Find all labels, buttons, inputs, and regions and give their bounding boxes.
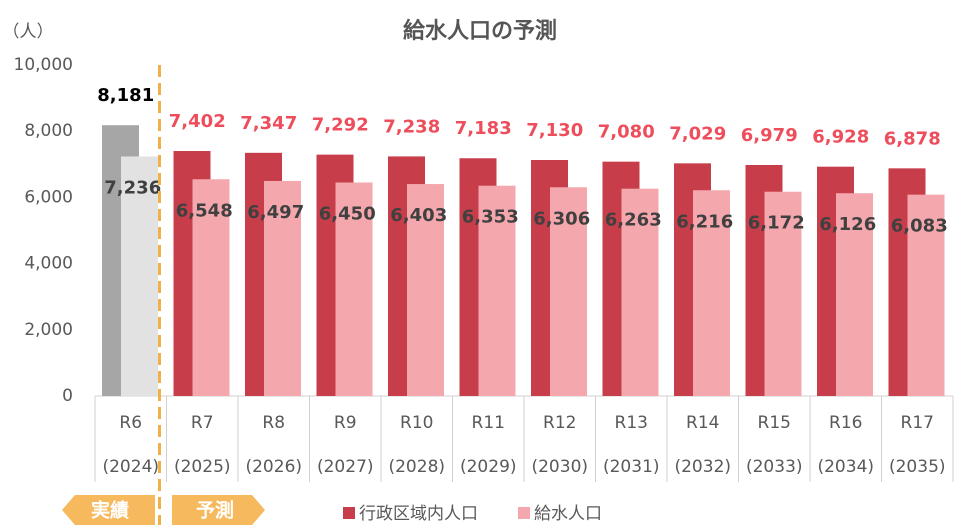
bar xyxy=(478,185,516,396)
bar xyxy=(836,193,873,396)
x-tick-label: R15 xyxy=(758,413,791,433)
value-label: 6,083 xyxy=(891,216,948,237)
forecast-tag-shape xyxy=(172,495,265,525)
unit-label: （人） xyxy=(3,22,54,42)
x-tick-year: (2033) xyxy=(746,457,803,477)
value-label: 6,403 xyxy=(390,205,447,226)
value-label: 6,878 xyxy=(884,128,941,149)
value-label: 6,450 xyxy=(319,204,376,225)
value-label: 7,029 xyxy=(669,123,726,144)
x-tick-year: (2027) xyxy=(317,457,374,477)
y-tick-label: 6,000 xyxy=(24,187,73,207)
x-tick-label: R16 xyxy=(829,413,862,433)
x-tick-label: R9 xyxy=(334,413,357,433)
legend-label: 給水人口 xyxy=(534,504,602,524)
x-tick-year: (2028) xyxy=(388,457,445,477)
y-tick-label: 8,000 xyxy=(24,121,73,141)
x-tick-year: (2024) xyxy=(102,457,159,477)
x-tick-year: (2030) xyxy=(531,457,588,477)
legend-swatch xyxy=(343,507,355,519)
bar xyxy=(264,180,301,396)
x-tick-label: R13 xyxy=(615,413,648,433)
value-label: 6,979 xyxy=(741,125,798,146)
x-tick-year: (2032) xyxy=(674,457,731,477)
value-label: 7,402 xyxy=(169,111,226,132)
value-label: 6,497 xyxy=(247,202,304,223)
bar xyxy=(335,182,373,396)
bar xyxy=(907,194,945,396)
value-label: 6,928 xyxy=(812,127,869,148)
bar xyxy=(407,184,444,396)
x-tick-year: (2034) xyxy=(817,457,874,477)
chart-title: 給水人口の予測 xyxy=(403,18,557,44)
x-tick-label: R14 xyxy=(686,413,719,433)
x-tick-year: (2035) xyxy=(889,457,946,477)
y-tick-label: 4,000 xyxy=(24,254,73,274)
value-label: 7,292 xyxy=(312,115,369,136)
x-tick-label: R11 xyxy=(472,413,505,433)
x-tick-label: R8 xyxy=(262,413,285,433)
value-label: 8,181 xyxy=(97,85,154,106)
value-label: 7,347 xyxy=(240,113,297,134)
bar xyxy=(764,191,802,396)
bar xyxy=(192,179,230,396)
value-label: 7,130 xyxy=(526,120,583,141)
actual-tag: 実績 xyxy=(91,499,129,522)
bar xyxy=(550,187,587,396)
legend-swatch xyxy=(518,507,530,519)
y-tick-label: 2,000 xyxy=(24,320,73,340)
x-tick-label: R6 xyxy=(119,413,142,433)
bar xyxy=(693,190,730,396)
y-tick-label: 0 xyxy=(62,386,73,406)
bar xyxy=(121,156,158,396)
y-tick-label: 10,000 xyxy=(14,55,73,75)
x-tick-year: (2029) xyxy=(460,457,517,477)
value-label: 6,126 xyxy=(819,214,876,235)
value-label: 7,236 xyxy=(104,177,161,198)
value-label: 6,353 xyxy=(462,207,519,228)
value-label: 6,548 xyxy=(176,200,233,221)
value-label: 7,183 xyxy=(455,118,512,139)
bar xyxy=(621,188,659,396)
x-tick-year: (2026) xyxy=(245,457,302,477)
x-tick-label: R10 xyxy=(400,413,433,433)
value-label: 7,238 xyxy=(383,116,440,137)
value-label: 6,263 xyxy=(605,210,662,231)
value-label: 6,172 xyxy=(748,213,805,234)
legend-label: 行政区域内人口 xyxy=(359,504,478,524)
forecast-tag: 予測 xyxy=(196,499,234,522)
x-tick-label: R12 xyxy=(543,413,576,433)
value-label: 6,306 xyxy=(533,208,590,229)
actual-tag-shape xyxy=(62,495,155,525)
x-tick-label: R7 xyxy=(191,413,214,433)
value-label: 6,216 xyxy=(676,211,733,232)
x-tick-year: (2031) xyxy=(603,457,660,477)
x-tick-label: R17 xyxy=(901,413,934,433)
value-label: 7,080 xyxy=(598,122,655,143)
x-tick-year: (2025) xyxy=(174,457,231,477)
